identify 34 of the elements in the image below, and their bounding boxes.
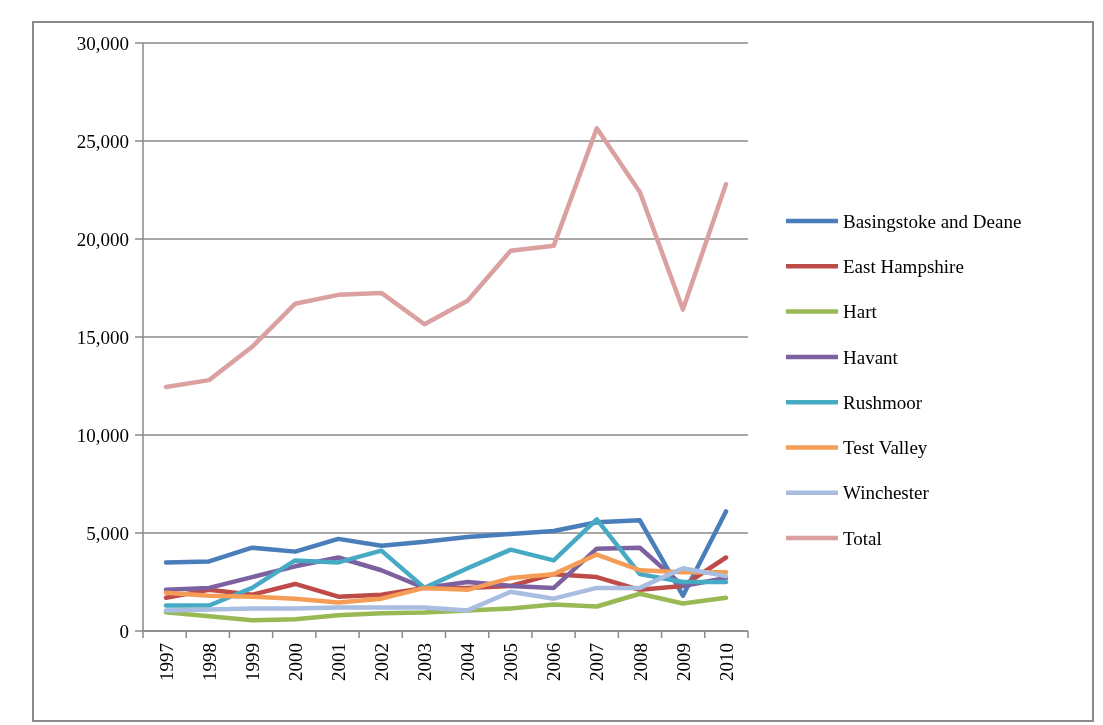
x-tick-label: 2007 [586,643,608,681]
x-tick-label: 2000 [284,643,306,681]
x-tick-label: 2008 [629,643,651,681]
y-tick-label: 10,000 [76,424,129,446]
legend-label: Total [843,527,882,549]
x-tick-label: 2005 [500,643,522,681]
line-series [163,126,729,390]
x-tick-label: 2006 [543,643,565,681]
y-tick-label: 30,000 [76,32,129,54]
y-tick-label: 20,000 [76,228,129,250]
x-tick-label: 1999 [241,643,263,681]
y-tick-label: 0 [119,620,129,642]
line-series [163,509,729,598]
legend-label: Rushmoor [843,391,923,413]
x-tick-label: 2009 [672,643,694,681]
legend-label: Test Valley [843,437,928,459]
line-series [163,517,729,608]
y-tick-label: 5,000 [86,522,129,544]
legend-label: East Hampshire [843,255,964,277]
x-tick-label: 2010 [715,643,737,681]
y-tick-label: 25,000 [76,130,129,152]
x-tick-label: 2003 [414,643,436,681]
legend-label: Hart [843,301,878,323]
line-series [163,591,729,623]
x-tick-label: 2004 [457,642,479,681]
legend-label: Basingstoke and Deane [843,210,1022,232]
legend-label: Havant [843,346,899,368]
x-tick-label: 2002 [371,643,393,681]
line-series [163,566,729,613]
x-tick-label: 2001 [327,643,349,681]
legend-label: Winchester [843,482,930,504]
x-tick-label: 1997 [155,643,177,681]
x-tick-label: 1998 [198,643,220,681]
y-tick-label: 15,000 [76,326,129,348]
